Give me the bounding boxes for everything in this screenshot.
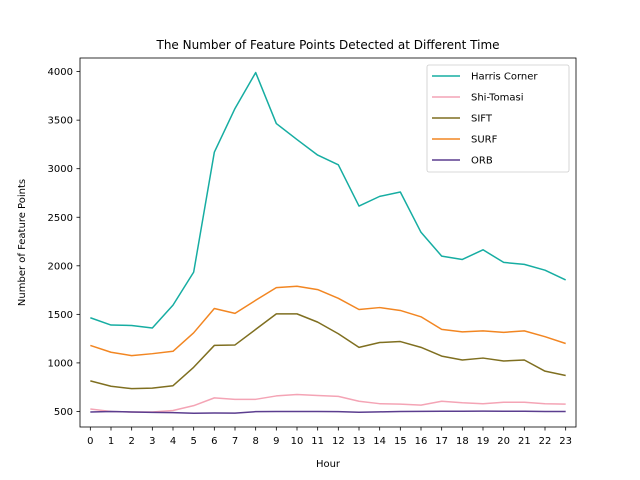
x-tick-label: 23 <box>559 436 572 447</box>
y-tick-label: 2000 <box>48 261 73 272</box>
y-tick-label: 3000 <box>48 164 73 175</box>
x-tick-label: 20 <box>497 436 510 447</box>
x-tick-label: 6 <box>211 436 217 447</box>
y-tick-label: 4000 <box>48 67 73 78</box>
x-tick-label: 3 <box>149 436 155 447</box>
x-tick-label: 2 <box>128 436 134 447</box>
x-tick-label: 15 <box>394 436 407 447</box>
x-tick-label: 8 <box>252 436 258 447</box>
x-tick-label: 19 <box>477 436 490 447</box>
x-tick-label: 9 <box>273 436 279 447</box>
y-axis: 500 1000 1500 2000 2500 3000 3500 4000 <box>48 67 80 418</box>
x-tick-label: 13 <box>353 436 366 447</box>
x-tick-label: 7 <box>232 436 238 447</box>
y-tick-label: 2500 <box>48 213 73 224</box>
y-tick-label: 500 <box>54 407 73 418</box>
legend-label-1: Shi-Tomasi <box>471 93 524 104</box>
x-tick-label: 11 <box>311 436 324 447</box>
plot-lines <box>90 71 566 414</box>
series-line-0 <box>90 71 566 329</box>
x-tick-label: 4 <box>170 436 176 447</box>
x-axis: 0 1 2 3 4 5 6 7 8 9 10 11 12 13 14 15 16 17 18 19 20 21 22 23 <box>87 427 572 447</box>
x-tick-label: 21 <box>518 436 531 447</box>
x-axis-label: Hour <box>316 459 341 470</box>
legend-box <box>426 64 570 173</box>
legend-label-3: SURF <box>471 135 498 146</box>
x-tick-label: 22 <box>539 436 552 447</box>
y-axis-label: Number of Feature Points <box>17 179 28 306</box>
x-tick-label: 14 <box>373 436 386 447</box>
series-line-2 <box>90 313 566 390</box>
x-tick-label: 0 <box>87 436 93 447</box>
chart-title: The Number of Feature Points Detected at… <box>155 38 499 52</box>
x-tick-label: 10 <box>291 436 304 447</box>
x-tick-label: 1 <box>108 436 114 447</box>
series-line-1 <box>90 393 566 413</box>
y-tick-label: 1000 <box>48 358 73 369</box>
legend-label-0: Harris Corner <box>471 72 538 83</box>
y-tick-label: 1500 <box>48 310 73 321</box>
x-tick-label: 17 <box>435 436 448 447</box>
y-tick-label: 3500 <box>48 116 73 127</box>
x-tick-label: 12 <box>332 436 345 447</box>
x-tick-label: 5 <box>190 436 196 447</box>
legend: Harris Corner Shi-Tomasi SIFT SURF ORB <box>426 64 570 173</box>
x-tick-label: 18 <box>456 436 469 447</box>
plot-frame <box>79 57 577 428</box>
legend-label-2: SIFT <box>471 114 493 125</box>
series-line-4 <box>90 410 566 414</box>
x-tick-label: 16 <box>415 436 428 447</box>
legend-label-4: ORB <box>471 156 493 167</box>
series-line-3 <box>90 285 566 357</box>
